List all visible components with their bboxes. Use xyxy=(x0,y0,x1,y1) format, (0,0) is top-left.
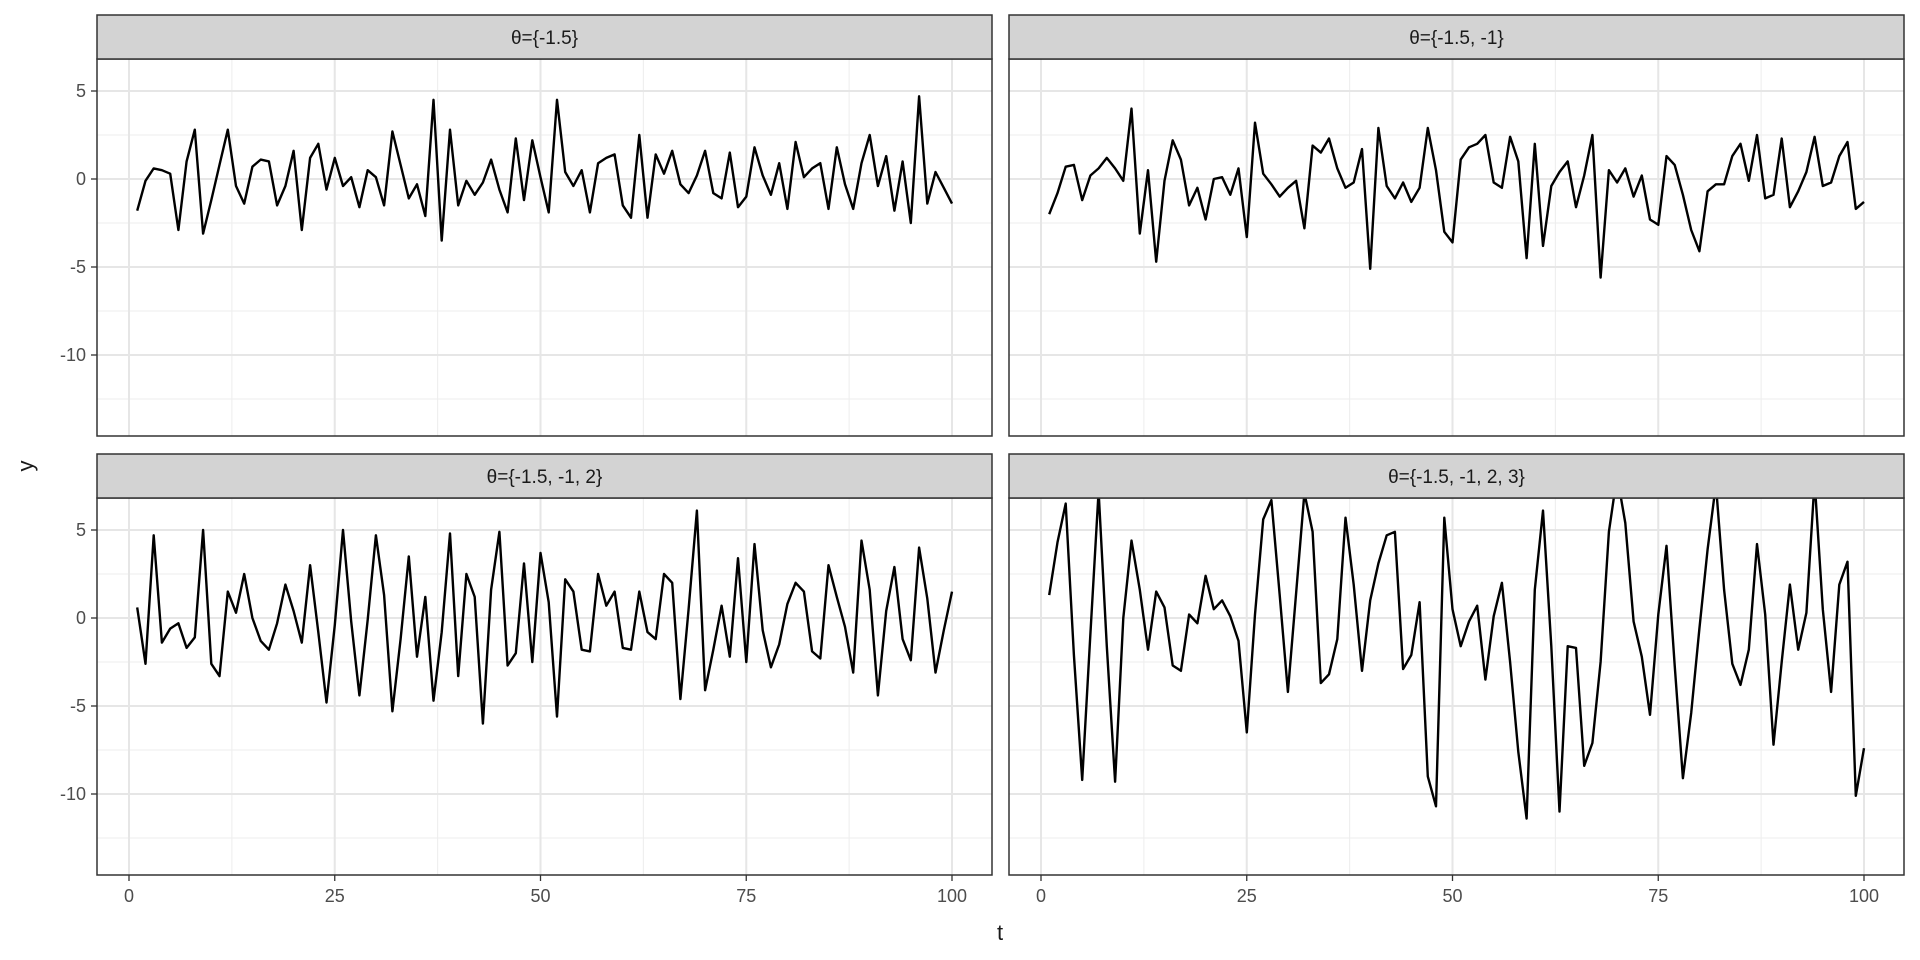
y-tick-label: -5 xyxy=(70,257,86,277)
x-tick-label: 100 xyxy=(937,886,967,906)
x-tick-label: 0 xyxy=(1036,886,1046,906)
x-tick-label: 0 xyxy=(124,886,134,906)
x-tick-label: 100 xyxy=(1849,886,1879,906)
facet-strip-label: θ={-1.5, -1, 2} xyxy=(487,467,603,488)
facet-strip xyxy=(1008,453,1905,499)
y-tick-label: -5 xyxy=(70,696,86,716)
y-axis-title: y xyxy=(13,461,38,472)
x-tick-label: 50 xyxy=(530,886,550,906)
y-tick-label: 0 xyxy=(76,169,86,189)
facet-strip-label: θ={-1.5} xyxy=(511,28,578,49)
facet-strip-label: θ={-1.5, -1, 2, 3} xyxy=(1388,467,1525,488)
facet-strip xyxy=(96,14,993,60)
y-tick-label: 0 xyxy=(76,608,86,628)
y-tick-label: -10 xyxy=(60,784,86,804)
x-tick-label: 25 xyxy=(1237,886,1257,906)
facet-panels: θ={-1.5} -10 -5 0 5 θ={-1.5, -1} θ={-1.5, -1, … xyxy=(60,14,1905,906)
series-line xyxy=(1048,107,1865,279)
x-axis-title: t xyxy=(997,920,1003,945)
series-line xyxy=(1048,474,1866,820)
facet-panel: θ={-1.5, -1, 2, 3} 0 25 50 75 100 xyxy=(1008,453,1905,906)
panel-background xyxy=(1009,59,1904,436)
panel-background xyxy=(97,498,992,875)
facet-strip xyxy=(96,453,993,499)
panel-background xyxy=(97,59,992,436)
y-tick-label: 5 xyxy=(76,81,86,101)
facet-strip-label: θ={-1.5, -1} xyxy=(1409,28,1504,49)
series-line xyxy=(136,95,954,242)
facet-panel: θ={-1.5} -10 -5 0 5 xyxy=(60,14,993,437)
series-line xyxy=(136,509,954,725)
facet-panel: θ={-1.5, -1} xyxy=(1008,14,1905,437)
facet-strip xyxy=(1008,14,1905,60)
x-tick-label: 75 xyxy=(1648,886,1668,906)
x-tick-label: 50 xyxy=(1442,886,1462,906)
y-tick-label: -10 xyxy=(60,345,86,365)
x-tick-label: 75 xyxy=(736,886,756,906)
x-tick-label: 25 xyxy=(325,886,345,906)
y-tick-label: 5 xyxy=(76,520,86,540)
